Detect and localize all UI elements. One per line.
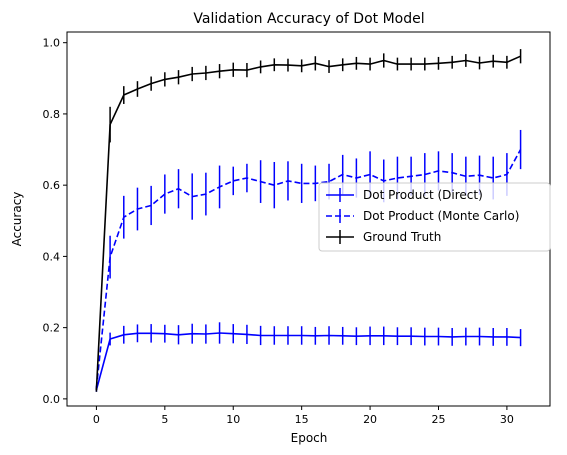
y-tick-label: 0.2 bbox=[43, 322, 61, 335]
x-tick-label: 5 bbox=[161, 413, 168, 426]
series-direct bbox=[95, 322, 522, 392]
series-ground-truth bbox=[95, 49, 522, 392]
x-axis-ticks: 0 5 10 15 20 25 30 bbox=[93, 406, 514, 426]
legend-item-monte-carlo: Dot Product (Monte Carlo) bbox=[326, 209, 519, 223]
legend: Dot Product (Direct) Dot Product (Monte C… bbox=[318, 182, 551, 252]
legend-item-ground-truth: Ground Truth bbox=[326, 230, 441, 244]
legend-item-direct: Dot Product (Direct) bbox=[326, 188, 483, 202]
y-tick-label: 1.0 bbox=[43, 37, 61, 50]
x-tick-label: 20 bbox=[363, 413, 377, 426]
series-line-direct bbox=[95, 332, 521, 391]
series-line-monte-carlo bbox=[95, 149, 522, 389]
legend-label: Dot Product (Direct) bbox=[363, 188, 483, 202]
y-axis-ticks: 0.0 0.2 0.4 0.6 0.8 1.0 bbox=[43, 37, 67, 406]
series-line-ground-truth bbox=[95, 55, 521, 391]
x-tick-label: 30 bbox=[500, 413, 514, 426]
series-monte-carlo bbox=[95, 129, 522, 390]
x-tick-label: 25 bbox=[431, 413, 445, 426]
y-tick-label: 0.0 bbox=[43, 393, 61, 406]
y-tick-label: 0.4 bbox=[43, 250, 61, 263]
x-tick-label: 10 bbox=[226, 413, 240, 426]
y-tick-label: 0.6 bbox=[43, 179, 61, 192]
legend-box bbox=[318, 182, 551, 252]
legend-label: Dot Product (Monte Carlo) bbox=[363, 209, 519, 223]
x-tick-label: 0 bbox=[93, 413, 100, 426]
x-tick-label: 15 bbox=[295, 413, 309, 426]
x-axis-label: Epoch bbox=[291, 431, 328, 445]
y-tick-label: 0.8 bbox=[43, 108, 61, 121]
y-axis-label: Accuracy bbox=[10, 192, 24, 247]
chart-title: Validation Accuracy of Dot Model bbox=[193, 11, 424, 27]
legend-label: Ground Truth bbox=[363, 230, 441, 244]
